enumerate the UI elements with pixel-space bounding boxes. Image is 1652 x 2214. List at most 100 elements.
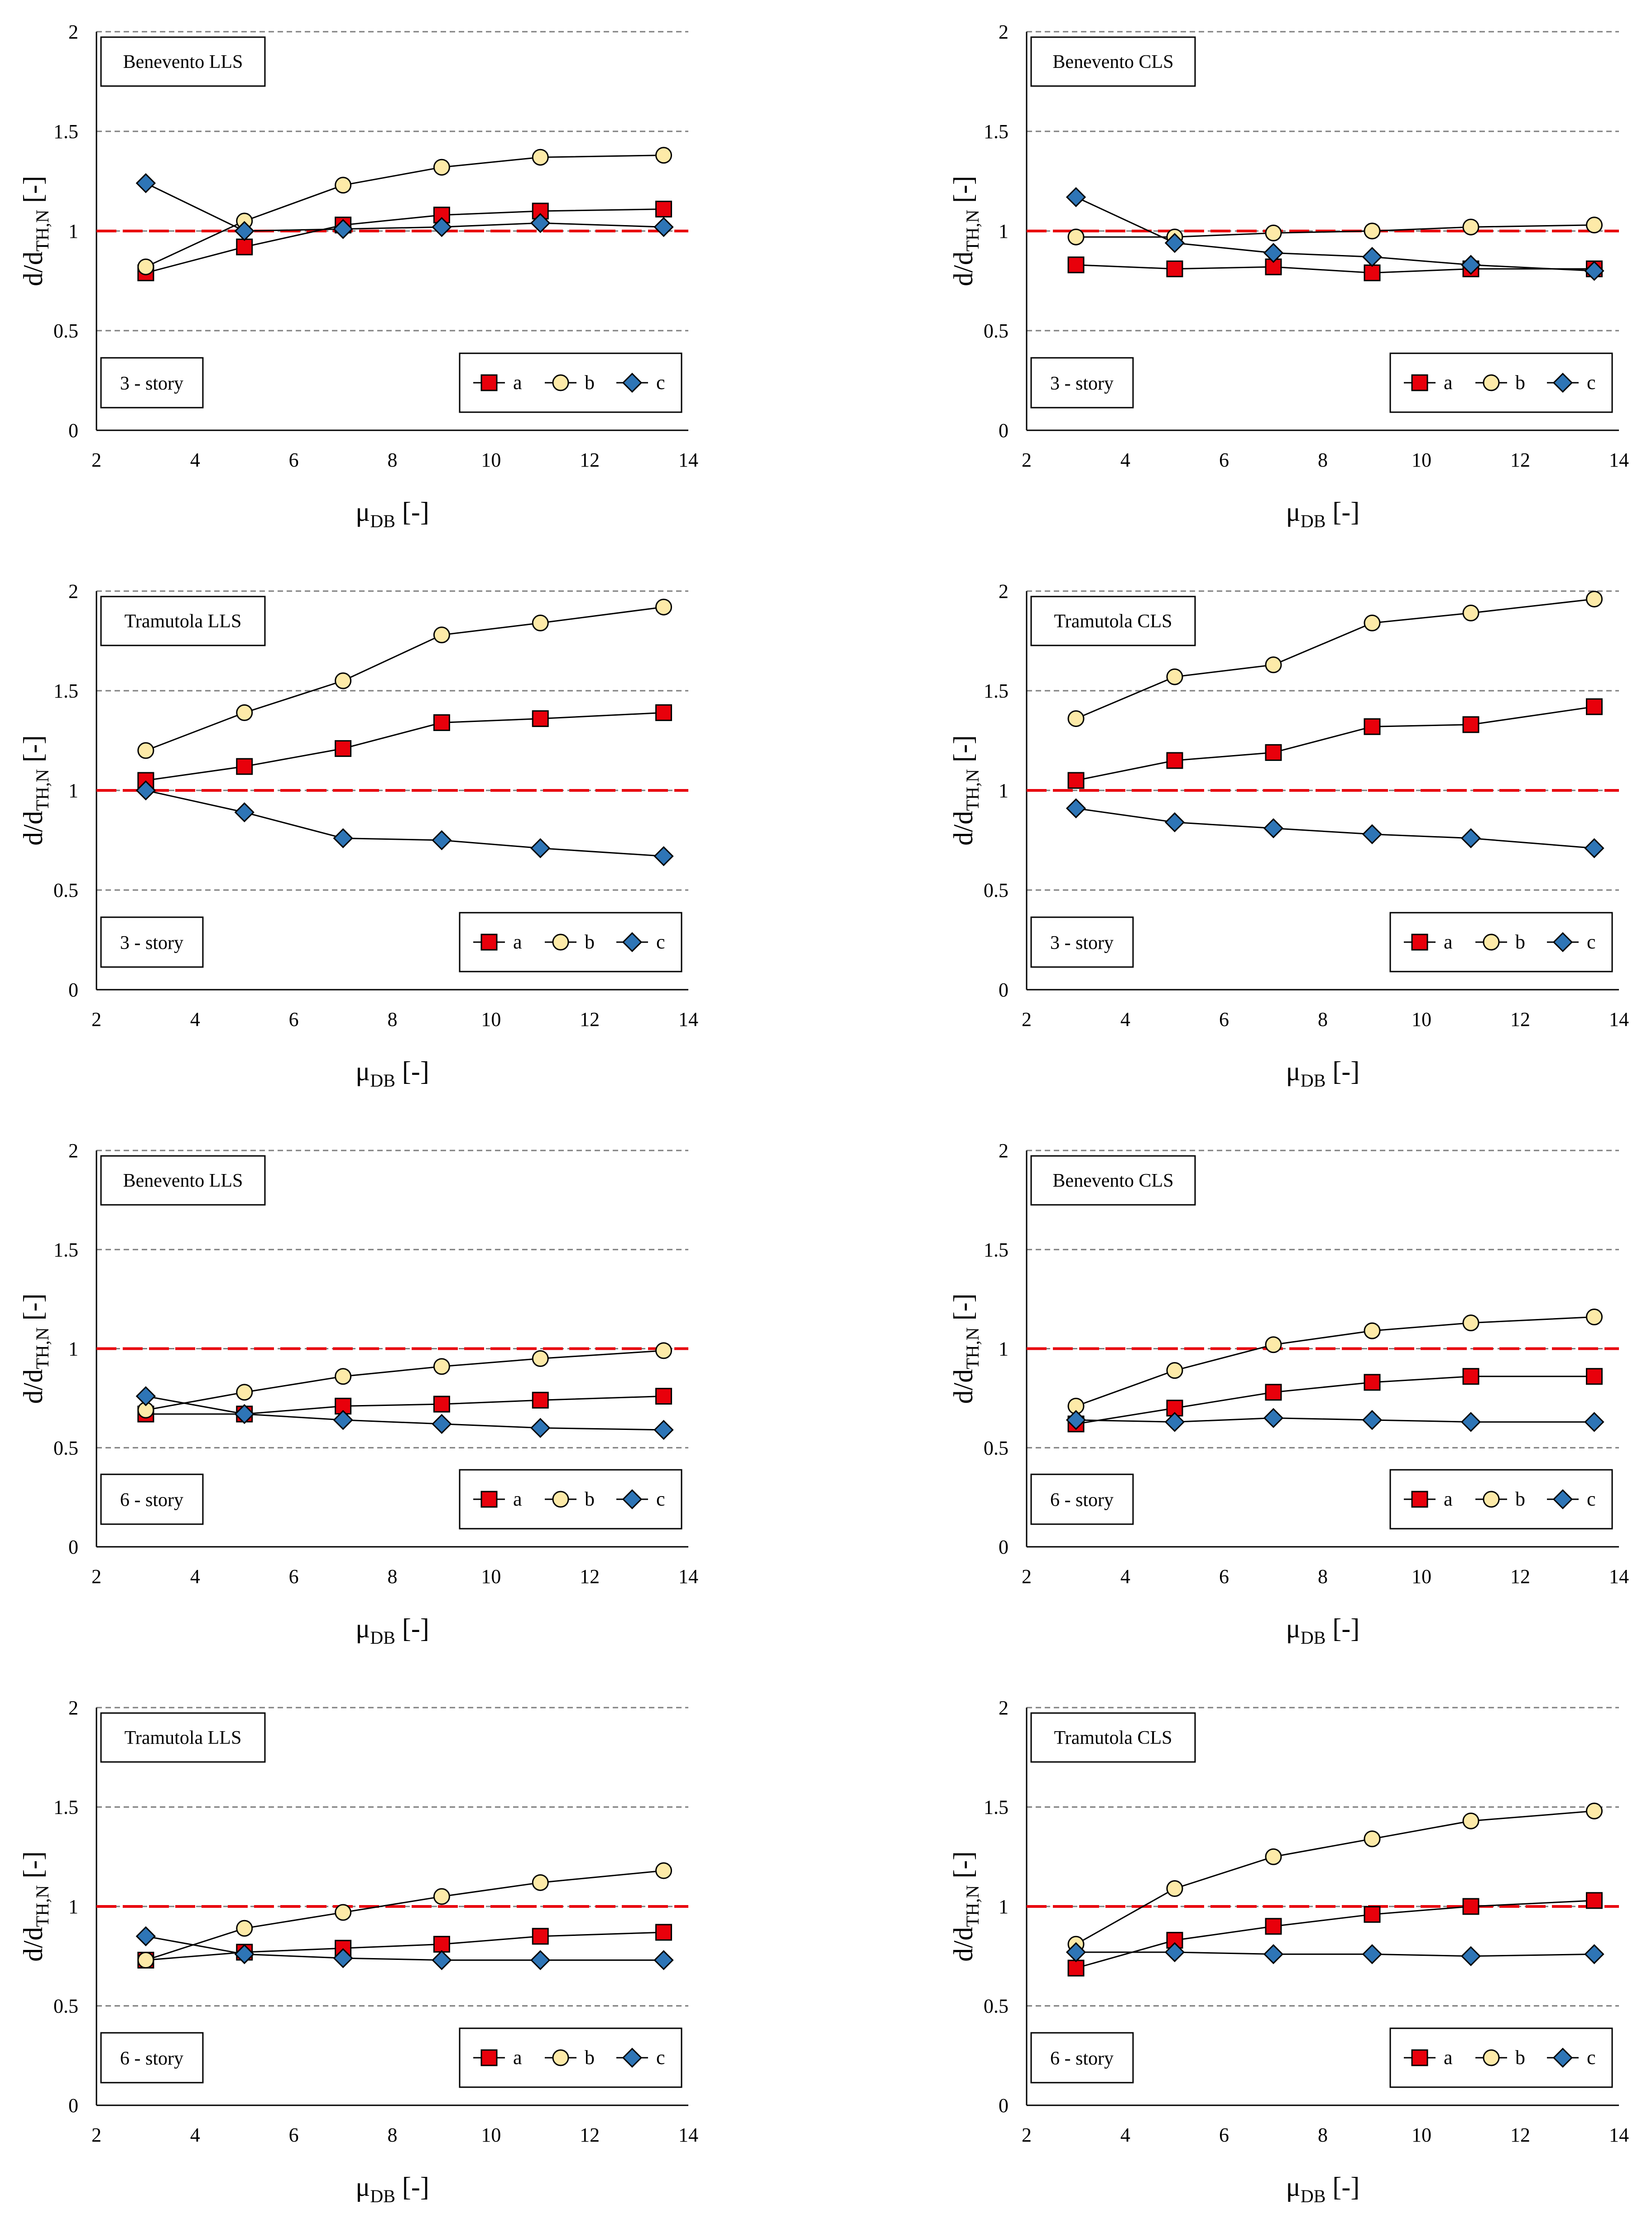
- data-point-b: [1265, 224, 1282, 241]
- y-tick-label: 0: [999, 2094, 1008, 2117]
- x-tick-label: 2: [91, 1565, 101, 1588]
- data-point-a: [1586, 1892, 1603, 1909]
- legend-label-b: b: [1515, 1488, 1525, 1510]
- y-tick-label: 0.5: [53, 320, 78, 342]
- series-line-c: [1076, 1951, 1594, 1957]
- panel-story-box: 3 - story: [1030, 916, 1134, 968]
- chart-panel-5: 0 0.5 1 1.5 2 2 4 6 8 10 12 14 μDB [-] d/dTH,N [-] Ben…: [18, 1140, 698, 1648]
- legend-label-c: c: [1587, 1488, 1596, 1510]
- x-tick-label: 12: [580, 2124, 600, 2146]
- chart-panel-7: 0 0.5 1 1.5 2 2 4 6 8 10 12 14 μDB [-] d/dTH,N [-] Tra…: [18, 1697, 698, 2206]
- x-tick-label: 4: [1120, 2124, 1130, 2146]
- legend-label-b: b: [585, 931, 595, 953]
- panel-story-box: 6 - story: [1030, 2032, 1134, 2084]
- data-point-b: [433, 1358, 450, 1375]
- data-point-b: [655, 1342, 672, 1359]
- data-point-b: [532, 614, 549, 631]
- x-tick-label: 6: [289, 1008, 299, 1030]
- panel-title-box: Tramutola LLS: [100, 596, 266, 646]
- data-point-a: [1067, 256, 1085, 274]
- panel-story-label: 6 - story: [1050, 2048, 1114, 2069]
- panel-title: Benevento LLS: [123, 1170, 243, 1191]
- series-line-b: [145, 1870, 664, 1961]
- data-point-b: [1166, 1880, 1183, 1897]
- data-point-c: [653, 1950, 674, 1970]
- panel-title-frame: [100, 596, 266, 646]
- data-point-c: [234, 1404, 255, 1424]
- x-tick-label: 10: [481, 449, 501, 471]
- legend: a b c: [1389, 1469, 1613, 1530]
- x-tick-label: 4: [1120, 1565, 1130, 1588]
- data-point-b: [1586, 217, 1603, 234]
- series-line-b: [145, 154, 664, 268]
- data-point-c: [135, 780, 156, 801]
- data-point-a: [1265, 1918, 1282, 1935]
- chart-panel-3: 0 0.5 1 1.5 2 2 4 6 8 10 12 14 μDB [-] d/dTH,N [-] Tra…: [18, 580, 698, 1091]
- panel-title: Benevento CLS: [1052, 1170, 1173, 1191]
- panel-story-label: 3 - story: [1050, 933, 1114, 953]
- y-axis-title: d/dTH,N [-]: [18, 1294, 53, 1404]
- panel-story-frame: [1030, 2032, 1134, 2084]
- y-tick-label: 1.5: [53, 1239, 78, 1261]
- panel-story-box: 3 - story: [100, 357, 204, 409]
- panel-story-frame: [100, 1473, 204, 1525]
- x-tick-label: 2: [1022, 1008, 1032, 1030]
- data-point-b: [1462, 1812, 1479, 1829]
- data-point-b: [137, 742, 154, 759]
- x-tick-label: 14: [678, 1565, 698, 1588]
- x-tick-label: 12: [580, 1008, 600, 1030]
- panel-title-frame: [100, 1712, 266, 1763]
- x-tick-label: 4: [190, 1008, 200, 1030]
- x-tick-label: 2: [1022, 449, 1032, 471]
- series-line-c: [1076, 808, 1594, 849]
- data-point-b: [335, 1368, 352, 1385]
- panel-title-frame: [1030, 1712, 1196, 1763]
- data-point-c: [333, 219, 353, 239]
- x-axis-title: μDB [-]: [355, 497, 429, 531]
- x-tick-label: 4: [1120, 1008, 1130, 1030]
- x-tick-label: 8: [388, 1565, 398, 1588]
- chart-panel-1: 0 0.5 1 1.5 2 2 4 6 8 10 12 14 μDB [-] d/dTH,N [-] Ben…: [18, 21, 698, 531]
- data-point-b: [532, 149, 549, 166]
- data-point-b: [655, 598, 672, 616]
- data-point-b: [1166, 668, 1183, 685]
- x-axis-title: μDB [-]: [1286, 497, 1360, 531]
- legend-label-c: c: [656, 931, 665, 953]
- data-point-c: [1263, 1944, 1284, 1964]
- x-axis-title: μDB [-]: [355, 2172, 429, 2206]
- data-point-b: [1364, 1322, 1381, 1339]
- data-point-b: [433, 1888, 450, 1905]
- y-tick-label: 0.5: [984, 879, 1008, 901]
- data-point-b: [1067, 710, 1085, 727]
- data-point-b: [335, 672, 352, 689]
- legend-marker-a: [480, 1491, 498, 1508]
- panel-title-box: Benevento LLS: [100, 1155, 266, 1206]
- series-line-a: [145, 1396, 664, 1415]
- x-tick-label: 4: [190, 2124, 200, 2146]
- data-point-a: [236, 238, 253, 255]
- y-tick-label: 1: [999, 1896, 1008, 1918]
- y-tick-label: 1: [68, 780, 78, 802]
- data-point-c: [1263, 243, 1284, 263]
- panel-story-frame: [100, 357, 204, 409]
- x-tick-label: 6: [289, 2124, 299, 2146]
- legend-marker-c: [1552, 1489, 1573, 1510]
- panel-title-box: Tramutola CLS: [1030, 596, 1196, 646]
- y-tick-label: 1.5: [984, 680, 1008, 702]
- series-line-a: [1076, 1376, 1594, 1425]
- data-point-a: [1586, 698, 1603, 715]
- data-point-c: [1460, 828, 1481, 848]
- legend: a b c: [1389, 352, 1613, 413]
- x-axis-title: μDB [-]: [1286, 1613, 1360, 1648]
- panel-story-label: 6 - story: [120, 1490, 183, 1511]
- y-tick-label: 1.5: [984, 1239, 1008, 1261]
- legend-marker-a: [480, 2049, 498, 2066]
- y-tick-label: 1.5: [984, 120, 1008, 143]
- data-point-a: [1364, 264, 1381, 281]
- legend-marker-c: [622, 2047, 643, 2068]
- data-point-b: [1586, 591, 1603, 608]
- y-axis-title: d/dTH,N [-]: [948, 176, 983, 286]
- legend-label-a: a: [1444, 1488, 1453, 1510]
- series-line-c: [145, 1396, 664, 1431]
- legend-label-a: a: [513, 2046, 522, 2069]
